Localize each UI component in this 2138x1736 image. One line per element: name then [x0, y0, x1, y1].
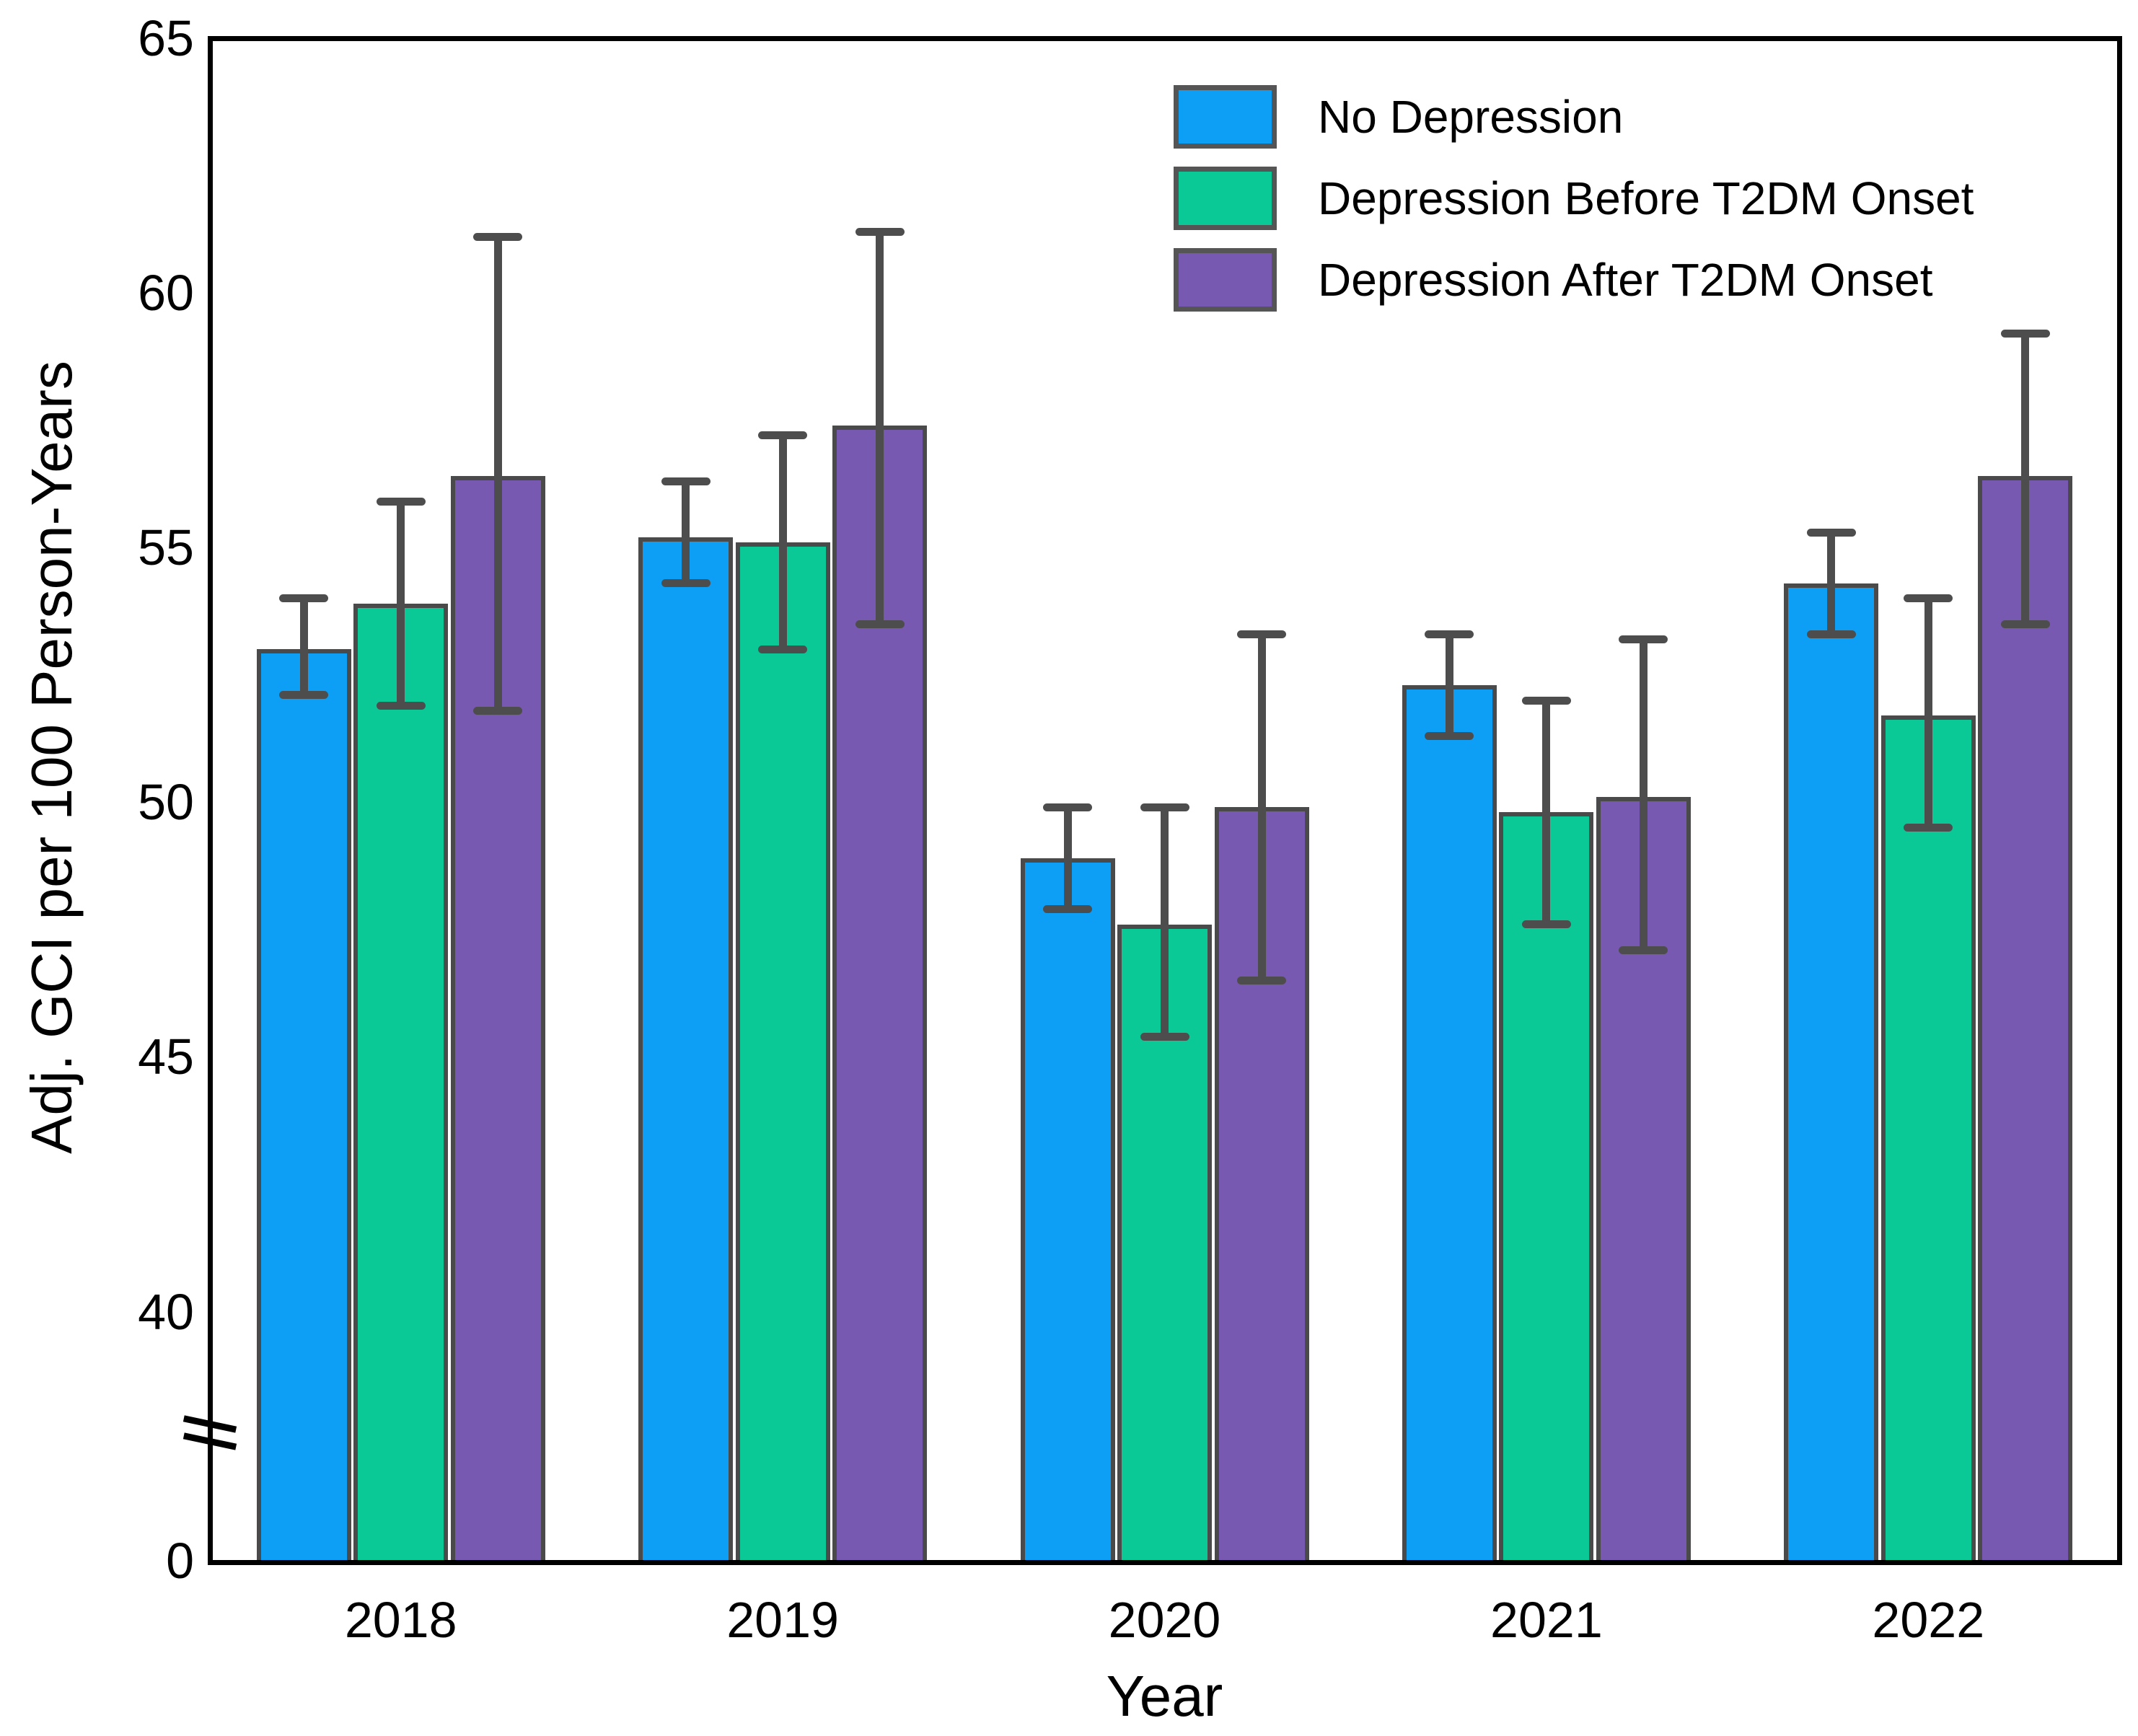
error-cap-high-2022-series-2: [1904, 594, 1953, 603]
error-bar-2022-series-2: [1924, 598, 1932, 828]
bar-2021-series-1: [1402, 684, 1497, 1562]
error-cap-low-2018-series-3: [473, 706, 523, 715]
error-cap-low-2019-series-1: [661, 579, 711, 588]
y-tick-label-50: 50: [138, 774, 194, 831]
error-bar-2018-series-2: [397, 501, 405, 706]
error-cap-low-2020-series-2: [1140, 1032, 1189, 1041]
legend-swatch-2: [1174, 167, 1277, 230]
x-tick-label-2020: 2020: [1108, 1592, 1221, 1648]
y-tick-label-40: 40: [138, 1283, 194, 1340]
bar-2019-series-2: [735, 542, 830, 1562]
error-bar-2021-series-1: [1445, 634, 1453, 736]
x-tick-label-2018: 2018: [344, 1592, 457, 1648]
error-cap-low-2020-series-1: [1043, 905, 1092, 914]
error-cap-low-2018-series-2: [376, 701, 426, 710]
bar-2018-series-1: [256, 649, 351, 1562]
y-tick-label-45: 45: [138, 1028, 194, 1085]
y-tick-label-65: 65: [138, 10, 194, 66]
bar-2018-series-2: [353, 603, 449, 1562]
x-tick-label-2019: 2019: [726, 1592, 839, 1648]
error-cap-high-2020-series-3: [1237, 630, 1286, 638]
legend-item-3: Depression After T2DM Onset: [1174, 248, 1933, 312]
legend-label-1: No Depression: [1318, 91, 1624, 143]
error-cap-high-2019-series-3: [855, 227, 905, 236]
error-cap-high-2020-series-1: [1043, 803, 1092, 811]
bar-2022-series-3: [1978, 476, 2073, 1562]
error-cap-low-2021-series-2: [1521, 920, 1571, 929]
axis-break-slash-1: [182, 1415, 237, 1433]
axis-break-slash-2: [182, 1432, 237, 1450]
error-cap-high-2021-series-2: [1521, 696, 1571, 705]
legend-item-2: Depression Before T2DM Onset: [1174, 167, 1974, 230]
error-cap-high-2018-series-2: [376, 498, 426, 506]
error-bar-2018-series-1: [299, 598, 308, 695]
error-bar-2020-series-1: [1063, 807, 1072, 909]
y-axis-title: Adj. GCI per 100 Person-Years: [19, 360, 84, 1154]
error-cap-high-2020-series-2: [1140, 803, 1189, 811]
error-bar-2021-series-2: [1542, 700, 1551, 925]
legend-item-1: No Depression: [1174, 85, 1623, 149]
x-tick-label-2021: 2021: [1490, 1592, 1603, 1648]
error-cap-high-2019-series-1: [661, 477, 711, 485]
error-cap-high-2021-series-1: [1425, 630, 1474, 638]
error-cap-high-2018-series-1: [279, 594, 329, 603]
y-tick-label-60: 60: [138, 265, 194, 322]
error-bar-2022-series-3: [2021, 333, 2030, 625]
error-cap-high-2021-series-3: [1619, 635, 1668, 643]
legend-label-3: Depression After T2DM Onset: [1318, 254, 1933, 306]
error-cap-low-2021-series-1: [1425, 731, 1474, 740]
error-bar-2019-series-3: [876, 232, 884, 625]
error-cap-high-2022-series-1: [1806, 528, 1856, 537]
error-cap-low-2022-series-1: [1806, 630, 1856, 638]
error-cap-low-2022-series-2: [1904, 824, 1953, 832]
error-bar-2022-series-1: [1827, 532, 1836, 635]
error-cap-high-2018-series-3: [473, 232, 523, 241]
error-bar-2020-series-2: [1161, 807, 1169, 1037]
error-cap-low-2019-series-3: [855, 620, 905, 628]
error-bar-2021-series-3: [1639, 639, 1648, 951]
bar-2022-series-2: [1880, 715, 1976, 1562]
x-axis-title: Year: [1106, 1664, 1223, 1728]
x-tick-label-2022: 2022: [1872, 1592, 1985, 1648]
error-bar-2018-series-3: [493, 237, 502, 711]
error-cap-low-2021-series-3: [1619, 946, 1668, 954]
bar-2022-series-1: [1784, 583, 1879, 1562]
legend-swatch-1: [1174, 85, 1277, 149]
error-cap-high-2019-series-2: [758, 431, 808, 440]
error-bar-2019-series-2: [778, 435, 787, 650]
error-cap-low-2018-series-1: [279, 691, 329, 700]
legend-swatch-3: [1174, 248, 1277, 312]
y-tick-label-55: 55: [138, 519, 194, 576]
error-cap-low-2019-series-2: [758, 645, 808, 653]
error-bar-2019-series-1: [682, 481, 690, 583]
error-cap-low-2020-series-3: [1237, 976, 1286, 984]
error-cap-low-2022-series-3: [2000, 620, 2050, 628]
legend-label-2: Depression Before T2DM Onset: [1318, 172, 1974, 224]
y-tick-label-zero: 0: [166, 1533, 194, 1589]
bar-2021-series-2: [1499, 812, 1594, 1562]
error-cap-high-2022-series-3: [2000, 330, 2050, 338]
bar-2019-series-1: [638, 537, 734, 1562]
error-bar-2020-series-3: [1257, 634, 1266, 981]
bar-2020-series-1: [1020, 858, 1115, 1562]
